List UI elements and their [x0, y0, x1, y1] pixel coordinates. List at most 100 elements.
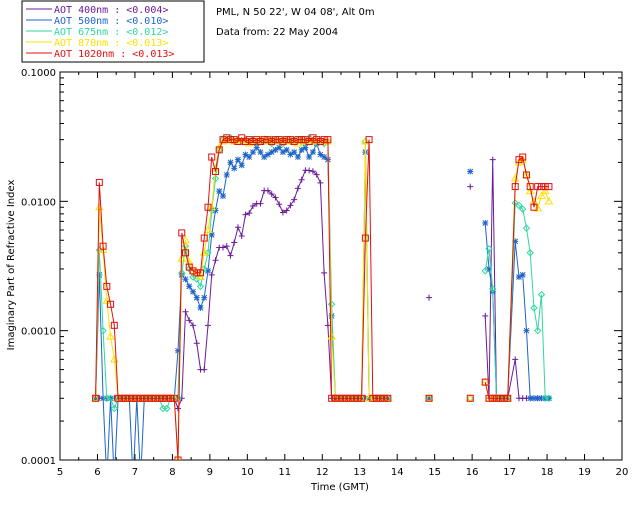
data-point: [230, 136, 238, 144]
data-point: [159, 394, 167, 402]
data-point: [211, 174, 220, 183]
data-point: [102, 296, 112, 304]
data-point: [313, 171, 320, 178]
data-point: [286, 136, 294, 144]
y-tick-label: 0.0100: [21, 197, 56, 208]
data-point: [309, 168, 316, 175]
data-point: [234, 156, 241, 163]
data-point: [321, 269, 328, 276]
y-tick-label: 0.0010: [21, 327, 56, 338]
data-point: [533, 326, 542, 335]
data-point: [163, 404, 171, 413]
y-tick-label: 0.0001: [21, 456, 56, 467]
data-point: [489, 156, 496, 163]
data-point: [201, 294, 208, 301]
data-point: [253, 136, 261, 144]
data-point: [361, 234, 369, 242]
data-point: [208, 231, 215, 238]
data-point: [357, 393, 366, 402]
data-point: [425, 394, 433, 402]
data-point: [279, 149, 286, 156]
x-tick-label: 12: [316, 467, 329, 478]
y-tick-label: 0.1000: [21, 68, 56, 79]
data-point: [426, 395, 433, 402]
x-tick-label: 18: [541, 467, 554, 478]
station-info: PML, N 50 22', W 04 08', Alt 0m: [216, 7, 375, 18]
data-point: [294, 136, 302, 144]
data-point: [238, 162, 245, 169]
data-point: [383, 393, 393, 402]
data-point: [106, 394, 115, 402]
data-point: [182, 308, 189, 315]
data-point: [530, 203, 538, 211]
data-point: [373, 394, 381, 402]
data-point: [227, 252, 234, 259]
data-point: [264, 136, 272, 144]
data-point: [291, 196, 298, 203]
data-point: [533, 204, 543, 212]
data-point: [175, 455, 181, 460]
data-point: [538, 395, 545, 402]
data-point: [527, 395, 534, 402]
data-point: [186, 317, 193, 324]
data-point: [163, 394, 171, 402]
data-point: [100, 395, 107, 402]
data-point: [219, 136, 227, 144]
data-point: [219, 244, 226, 251]
x-tick-label: 8: [169, 467, 175, 478]
data-point: [519, 271, 526, 278]
data-point: [186, 283, 193, 290]
data-point: [268, 190, 275, 197]
data-point: [525, 186, 535, 195]
legend-entry: AOT 870nm : <0.013>: [54, 38, 168, 49]
data-point: [193, 294, 200, 301]
x-tick-label: 13: [353, 467, 366, 478]
data-point: [204, 322, 211, 329]
data-point: [424, 393, 434, 402]
legend-entry: AOT 1020nm : <0.013>: [54, 49, 174, 60]
data-point: [306, 154, 313, 161]
data-point: [91, 393, 100, 402]
data-point: [485, 245, 493, 253]
data-point: [268, 138, 276, 146]
data-point: [467, 183, 474, 190]
data-point: [175, 347, 182, 354]
data-point: [197, 269, 204, 277]
data-point: [185, 263, 193, 271]
data-point: [324, 322, 331, 329]
data-point: [287, 151, 294, 158]
data-point: [327, 332, 337, 340]
data-point: [242, 151, 249, 158]
data-point: [482, 219, 489, 226]
data-point: [313, 136, 321, 144]
data-point: [376, 394, 384, 402]
data-point: [223, 171, 230, 178]
data-point: [175, 405, 182, 412]
data-point: [328, 394, 336, 402]
data-point: [537, 183, 545, 191]
data-point: [189, 267, 197, 275]
data-point: [526, 183, 534, 191]
data-point: [279, 138, 287, 146]
data-point: [275, 136, 283, 144]
y-axis-label: Imaginary Part of Refractive Index: [6, 180, 17, 351]
x-tick-label: 17: [503, 467, 516, 478]
data-point: [215, 146, 223, 154]
data-point: [110, 321, 118, 329]
data-point: [492, 394, 500, 402]
data-point: [485, 394, 493, 402]
data-point: [522, 224, 531, 232]
data-point: [305, 138, 313, 146]
data-point: [246, 154, 253, 161]
data-point: [103, 282, 111, 290]
legend: AOT 400nm : <0.004>AOT 500nm : <0.010>AO…: [21, 0, 205, 63]
data-point: [200, 234, 208, 242]
data-point: [526, 249, 534, 257]
data-point: [264, 187, 271, 194]
data-point: [241, 138, 249, 146]
data-point: [380, 394, 388, 402]
data-point: [196, 282, 205, 291]
data-point: [276, 144, 283, 151]
data-point: [515, 273, 522, 280]
data-point: [193, 269, 201, 277]
